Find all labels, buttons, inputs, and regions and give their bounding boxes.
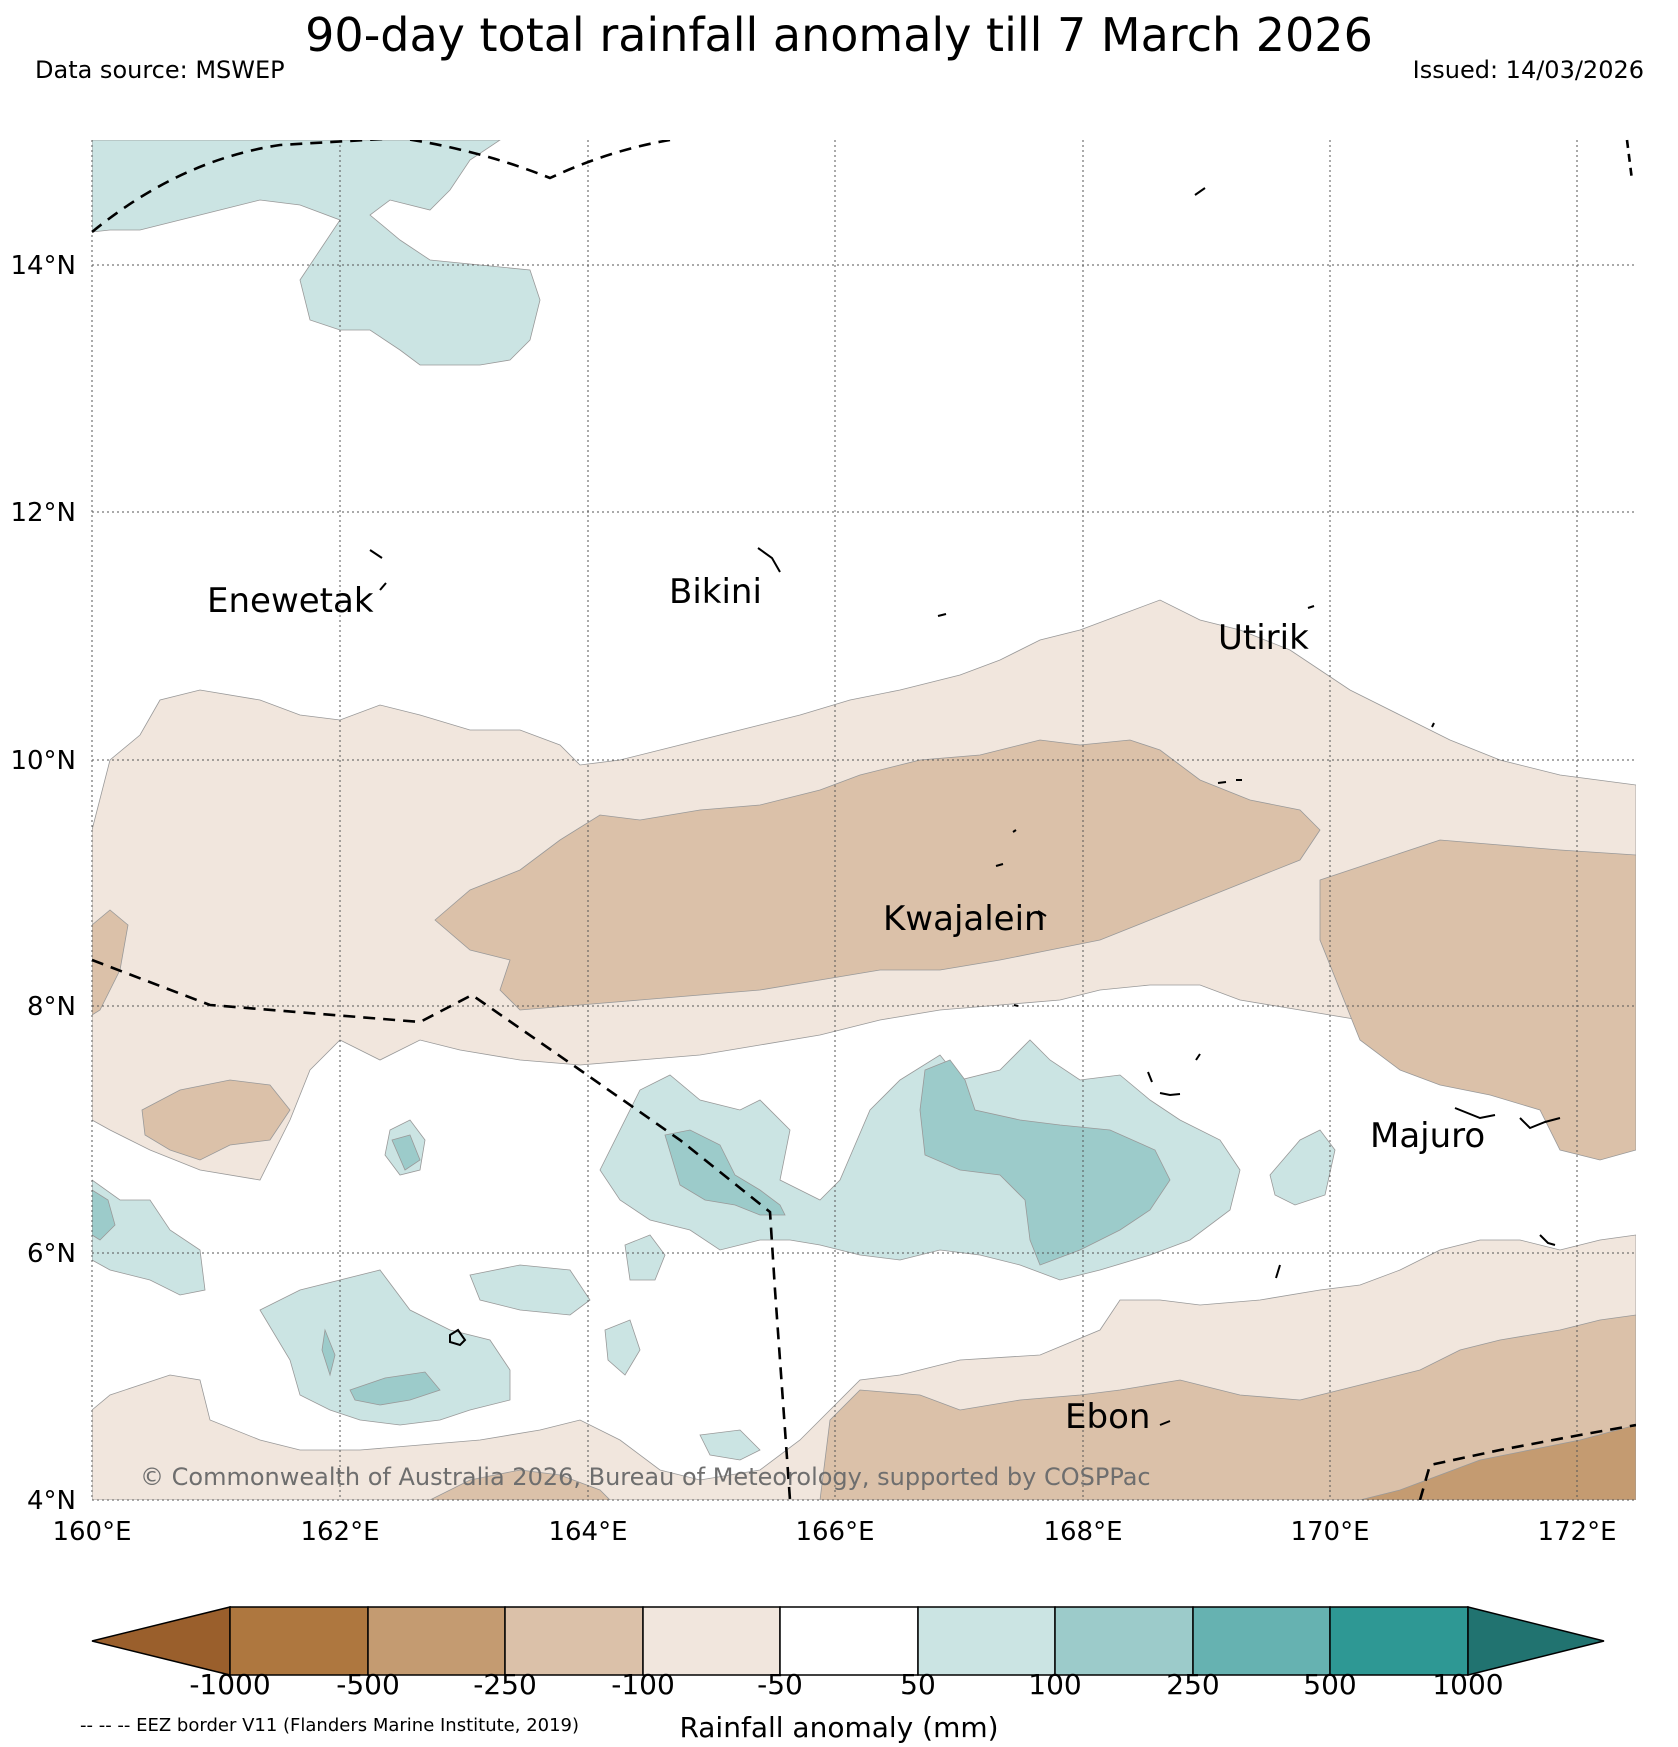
anomaly-region-pos50 — [604, 1319, 641, 1376]
anomaly-region-pos100 — [919, 1059, 1171, 1266]
anomaly-region-pos100 — [321, 1328, 336, 1377]
anomaly-region-neg100 — [1319, 839, 1636, 1161]
lon-label: 172°E — [1537, 1517, 1616, 1547]
colorbar-label: -1000 — [189, 1668, 271, 1701]
anomaly-region-pos50 — [1269, 1129, 1336, 1206]
lat-label: 8°N — [27, 992, 76, 1022]
colorbar-label: 250 — [1166, 1668, 1220, 1701]
anomaly-fields — [92, 140, 1636, 1500]
colorbar-bin — [1192, 1606, 1331, 1676]
place-label-majuro: Majuro — [1370, 1116, 1485, 1156]
colorbar-bin — [504, 1606, 644, 1676]
colorbar-label: -100 — [611, 1668, 675, 1701]
anomaly-region-pos50 — [92, 1179, 206, 1296]
anomaly-region-pos50 — [699, 1429, 761, 1461]
anomaly-region-pos50 — [259, 1269, 511, 1426]
colorbar-bin — [917, 1606, 1056, 1676]
lon-label: 164°E — [548, 1517, 627, 1547]
colorbar-label: 100 — [1028, 1668, 1082, 1701]
colorbar — [91, 1606, 1605, 1676]
data-source: Data source: MSWEP — [35, 56, 285, 84]
anomaly-region-neg100 — [429, 1469, 611, 1500]
eez-legend-note: -- -- -- EEZ border V11 (Flanders Marine… — [80, 1715, 580, 1736]
issued-date: Issued: 14/03/2026 — [1412, 56, 1644, 84]
anomaly-region-pos50 — [469, 1264, 591, 1316]
colorbar-label: 1000 — [1432, 1668, 1504, 1701]
lon-label: 160°E — [52, 1517, 131, 1547]
lon-label: 166°E — [795, 1517, 874, 1547]
colorbar-extend-low — [91, 1606, 231, 1676]
colorbar-label: -500 — [336, 1668, 400, 1701]
anomaly-region-neg250 — [1359, 1424, 1636, 1500]
lon-label: 168°E — [1043, 1517, 1122, 1547]
map-title: 90-day total rainfall anomaly till 7 Mar… — [305, 8, 1373, 62]
place-label-ebon: Ebon — [1065, 1397, 1150, 1437]
anomaly-region-pos100 — [349, 1371, 441, 1406]
colorbar-bin — [1329, 1606, 1469, 1676]
colorbar-bin — [229, 1606, 369, 1676]
lat-label: 12°N — [10, 498, 76, 528]
anomaly-region-neg100 — [141, 1079, 291, 1161]
colorbar-bin — [779, 1606, 919, 1676]
lon-label: 170°E — [1290, 1517, 1369, 1547]
anomaly-region-pos50 — [92, 140, 541, 366]
colorbar-bin — [1054, 1606, 1194, 1676]
anomaly-region-pos100 — [92, 1189, 116, 1241]
place-label-kwajalein: Kwajalein — [883, 899, 1046, 939]
lat-label: 14°N — [10, 251, 76, 281]
atoll-outlines — [369, 187, 1561, 1426]
eez-border-segment — [1625, 139, 1634, 181]
colorbar-bin — [642, 1606, 781, 1676]
copyright-notice: © Commonwealth of Australia 2026, Bureau… — [140, 1463, 1151, 1491]
lat-label: 10°N — [10, 746, 76, 776]
lat-label: 6°N — [27, 1239, 76, 1269]
colorbar-title: Rainfall anomaly (mm) — [679, 1711, 999, 1744]
colorbar-extend-high — [1467, 1606, 1605, 1676]
anomaly-region-pos50 — [624, 1234, 666, 1281]
place-label-bikini: Bikini — [669, 572, 762, 612]
colorbar-label: -50 — [757, 1668, 803, 1701]
eez-borders — [92, 140, 1636, 1500]
place-label-enewetak: Enewetak — [207, 581, 374, 621]
colorbar-bin — [367, 1606, 506, 1676]
colorbar-label: 50 — [900, 1668, 936, 1701]
anomaly-region-pos100 — [391, 1134, 421, 1171]
colorbar-label: -250 — [473, 1668, 537, 1701]
lon-label: 162°E — [300, 1517, 379, 1547]
anomaly-region-neg100 — [434, 739, 1321, 1011]
lat-label: 4°N — [27, 1486, 76, 1516]
place-label-utirik: Utirik — [1218, 618, 1309, 658]
graticule — [92, 140, 1636, 1500]
colorbar-label: 500 — [1303, 1668, 1357, 1701]
anomaly-region-neg100 — [819, 1314, 1636, 1500]
